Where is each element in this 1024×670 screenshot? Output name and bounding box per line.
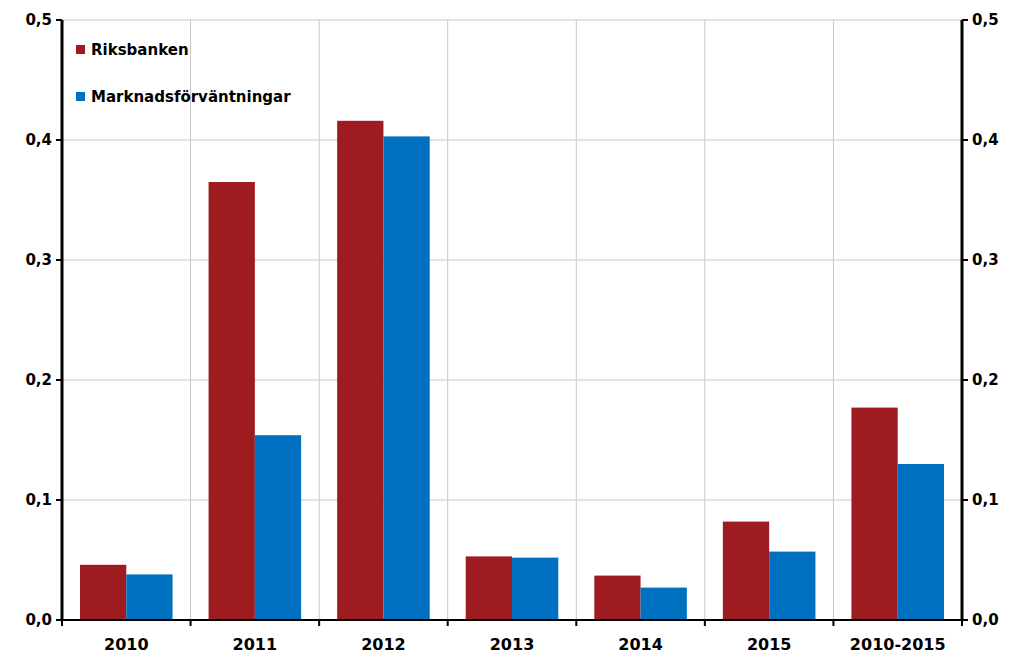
y2-tick-label: 0,2: [972, 371, 999, 389]
grid-line: [62, 140, 962, 141]
category-divider: [576, 20, 577, 620]
bar: [851, 408, 897, 620]
y2-tick: [962, 139, 968, 141]
x-tick: [832, 620, 834, 626]
y2-axis-line: [961, 20, 964, 620]
grid-line: [62, 500, 962, 501]
x-tick-label: 2015: [747, 635, 792, 654]
y-tick-label: 0,1: [25, 491, 52, 509]
legend-label: Marknadsförväntningar: [91, 88, 291, 106]
legend-swatch: [76, 45, 85, 54]
y2-tick-label: 0,1: [972, 491, 999, 509]
y-tick-label: 0,0: [25, 611, 52, 629]
grid: [62, 20, 962, 620]
bar: [466, 556, 512, 620]
bar: [723, 522, 769, 620]
category-divider: [319, 20, 320, 620]
grid-line: [62, 20, 962, 21]
x-tick-label: 2013: [490, 635, 535, 654]
grid-line: [62, 380, 962, 381]
x-tick-label: 2010: [104, 635, 149, 654]
y-tick-label: 0,4: [25, 131, 52, 149]
y-tick: [56, 499, 62, 501]
bar: [512, 558, 558, 620]
y2-tick: [962, 619, 968, 621]
grid-line: [62, 260, 962, 261]
x-tick: [704, 620, 706, 626]
legend: Riksbanken Marknadsförväntningar: [76, 41, 291, 106]
category-divider: [704, 20, 705, 620]
bar: [80, 565, 126, 620]
chart: 0,0 0,0 0,1 0,1 0,2 0,2 0,3 0,3 0,4 0,4 0,5 0,5 2010…: [0, 0, 1024, 670]
x-tick-label: 2012: [361, 635, 406, 654]
bars: [80, 121, 944, 620]
bar: [209, 182, 255, 620]
x-tick: [575, 620, 577, 626]
legend-swatch: [76, 92, 85, 101]
y-tick: [56, 139, 62, 141]
bar: [641, 588, 687, 620]
bar: [383, 136, 429, 620]
axes: 0,0 0,0 0,1 0,1 0,2 0,2 0,3 0,3 0,4 0,4 0,5 0,5 2010…: [25, 11, 998, 654]
x-tick: [447, 620, 449, 626]
y2-tick-label: 0,4: [972, 131, 999, 149]
x-axis-line: [62, 619, 962, 621]
bar: [255, 435, 301, 620]
bar: [898, 464, 944, 620]
y2-tick-label: 0,5: [972, 11, 999, 29]
y2-tick: [962, 19, 968, 21]
x-tick-label: 2011: [233, 635, 278, 654]
y-tick-label: 0,5: [25, 11, 52, 29]
bar: [337, 121, 383, 620]
x-tick-label: 2014: [618, 635, 663, 654]
category-divider: [190, 20, 191, 620]
x-tick: [318, 620, 320, 626]
y2-tick: [962, 499, 968, 501]
y2-tick-label: 0,0: [972, 611, 999, 629]
x-tick-label: 2010-2015: [850, 635, 946, 654]
y-tick-label: 0,2: [25, 371, 52, 389]
y-tick: [56, 619, 62, 621]
legend-label: Riksbanken: [91, 41, 189, 59]
bar: [126, 574, 172, 620]
category-divider: [833, 20, 834, 620]
bar: [769, 552, 815, 620]
y-tick: [56, 19, 62, 21]
y-tick: [56, 379, 62, 381]
bar: [594, 576, 640, 620]
x-tick: [190, 620, 192, 626]
y2-tick: [962, 379, 968, 381]
y-tick-label: 0,3: [25, 251, 52, 269]
y-tick: [56, 259, 62, 261]
y-axis-line: [61, 20, 64, 620]
y2-tick: [962, 259, 968, 261]
category-divider: [447, 20, 448, 620]
grid-line: [62, 620, 962, 621]
y2-tick-label: 0,3: [972, 251, 999, 269]
